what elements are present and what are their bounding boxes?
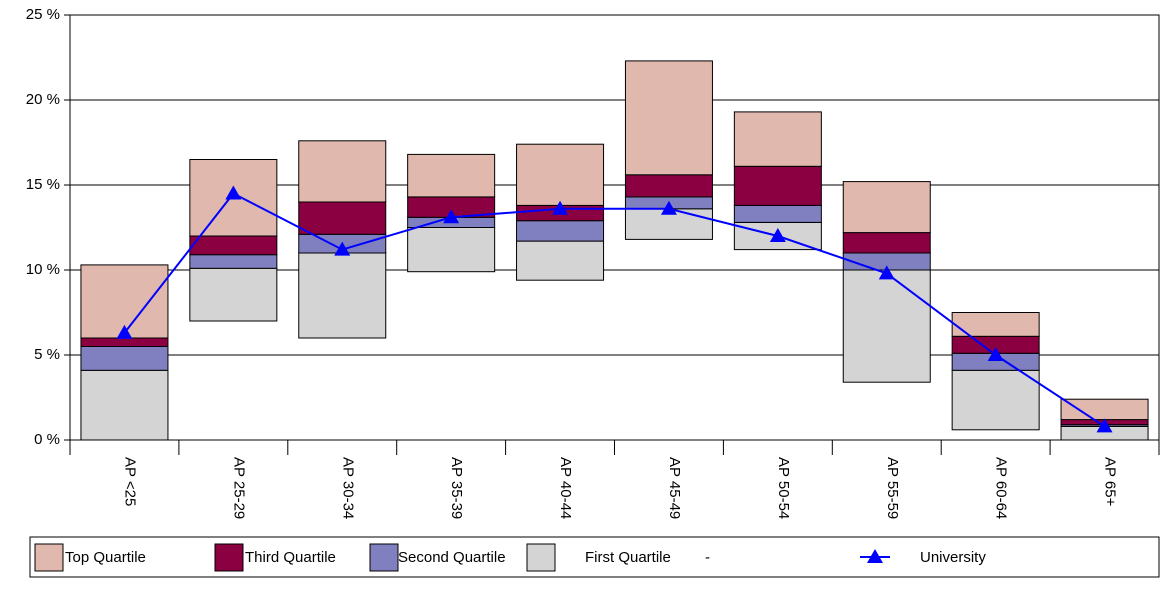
- bar-segment: [1060, 398, 1149, 421]
- bar-segment: [733, 204, 822, 223]
- bar-segment: [625, 239, 712, 440]
- bar-segment: [516, 143, 605, 206]
- bar-segment: [842, 181, 931, 234]
- marker: [443, 209, 460, 224]
- bar-segment: [408, 272, 495, 440]
- bar-segment: [842, 269, 931, 383]
- bar-segment: [190, 321, 277, 440]
- x-tick-label: AP 45-49: [666, 457, 683, 519]
- legend-label: Second Quartile: [398, 549, 506, 566]
- bar-segment: [298, 252, 387, 339]
- bar-segment: [298, 140, 387, 203]
- marker: [1096, 418, 1113, 433]
- bar-segment: [298, 201, 387, 235]
- legend-label: Top Quartile: [65, 549, 146, 566]
- y-tick-label: 15 %: [26, 176, 60, 193]
- x-tick-label: AP 50-54: [775, 457, 792, 519]
- bar-segment: [951, 369, 1040, 431]
- y-tick-label: 0 %: [34, 431, 60, 448]
- x-tick-label: AP <25: [121, 457, 138, 506]
- legend-label: Third Quartile: [245, 549, 336, 566]
- x-tick-label: AP 25-29: [230, 457, 247, 519]
- marker: [987, 347, 1004, 361]
- bar-segment: [843, 382, 930, 440]
- bar-segment: [80, 369, 169, 441]
- legend-swatch: [214, 543, 244, 572]
- x-tick-label: AP 40-44: [557, 457, 574, 519]
- x-tick-label: AP 30-34: [339, 457, 356, 519]
- bar-segment: [951, 312, 1040, 337]
- bar-segment: [734, 250, 821, 440]
- bar-segment: [189, 235, 278, 256]
- legend-label: First Quartile: [585, 549, 671, 566]
- bar-segment: [80, 337, 169, 347]
- x-tick-label: AP 55-59: [884, 457, 901, 519]
- bar-segment: [517, 280, 604, 440]
- bar-segment: [516, 220, 605, 242]
- bar-segment: [952, 430, 1039, 440]
- bar-segment: [842, 232, 931, 254]
- bar-segment: [189, 267, 278, 322]
- marker: [769, 228, 786, 242]
- y-tick-label: 20 %: [26, 91, 60, 108]
- legend-swatch: [369, 543, 399, 572]
- marker: [334, 241, 351, 256]
- legend-label: -: [705, 549, 710, 566]
- marker: [116, 324, 133, 339]
- y-tick-label: 10 %: [26, 261, 60, 278]
- bar-segment: [733, 165, 822, 206]
- y-tick-label: 5 %: [34, 346, 60, 363]
- bar-segment: [624, 174, 713, 198]
- bar-segment: [624, 60, 713, 176]
- x-tick-label: AP 35-39: [448, 457, 465, 519]
- line: [123, 192, 1106, 428]
- bar-segment: [407, 153, 496, 198]
- legend-swatch: [34, 543, 64, 572]
- x-tick-label: AP 65+: [1102, 457, 1119, 507]
- marker: [660, 200, 677, 215]
- bar-segment: [299, 338, 386, 440]
- bar-segment: [407, 227, 496, 273]
- bar-segment: [80, 346, 169, 371]
- marker: [225, 185, 242, 200]
- bar-segment: [733, 111, 822, 167]
- legend-box: [29, 536, 1160, 578]
- legend-marker: [867, 549, 883, 563]
- marker: [552, 200, 569, 215]
- legend-label: University: [920, 549, 986, 566]
- bar-segment: [189, 254, 278, 269]
- marker: [878, 265, 895, 280]
- bar-segment: [516, 240, 605, 281]
- legend-swatch: [526, 543, 556, 572]
- x-tick-label: AP 60-64: [993, 457, 1010, 519]
- y-tick-label: 25 %: [26, 6, 60, 23]
